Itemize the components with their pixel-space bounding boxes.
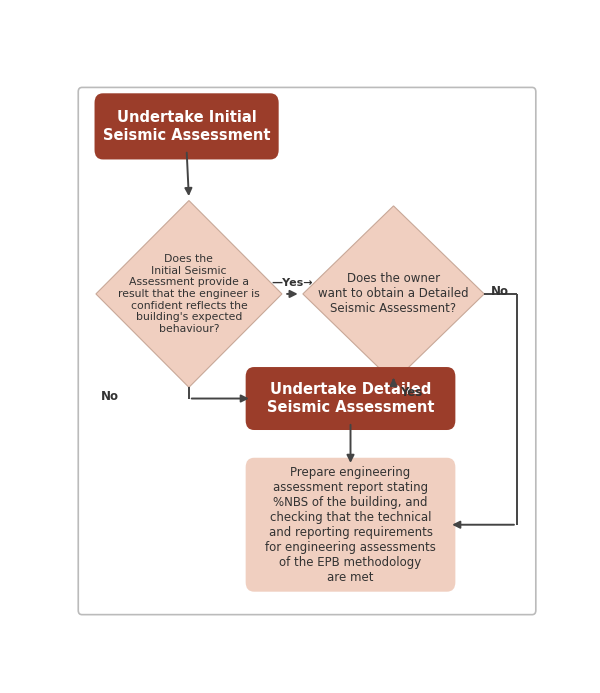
Text: Prepare engineering
assessment report stating
%NBS of the building, and
checking: Prepare engineering assessment report st… bbox=[265, 466, 436, 584]
Text: Undertake Initial
Seismic Assessment: Undertake Initial Seismic Assessment bbox=[103, 110, 271, 143]
FancyBboxPatch shape bbox=[245, 367, 455, 430]
Polygon shape bbox=[303, 206, 484, 382]
Text: Undertake Detailed
Seismic Assessment: Undertake Detailed Seismic Assessment bbox=[267, 383, 434, 414]
FancyBboxPatch shape bbox=[245, 458, 455, 592]
Text: Yes: Yes bbox=[401, 386, 423, 399]
Polygon shape bbox=[96, 200, 282, 387]
Text: No: No bbox=[491, 285, 509, 298]
FancyBboxPatch shape bbox=[78, 87, 536, 615]
FancyBboxPatch shape bbox=[95, 94, 278, 159]
Text: Does the owner
want to obtain a Detailed
Seismic Assessment?: Does the owner want to obtain a Detailed… bbox=[318, 272, 469, 315]
Text: No: No bbox=[101, 390, 119, 403]
Text: —Yes→: —Yes→ bbox=[272, 277, 313, 288]
Text: Does the
Initial Seismic
Assessment provide a
result that the engineer is
confid: Does the Initial Seismic Assessment prov… bbox=[118, 254, 260, 334]
